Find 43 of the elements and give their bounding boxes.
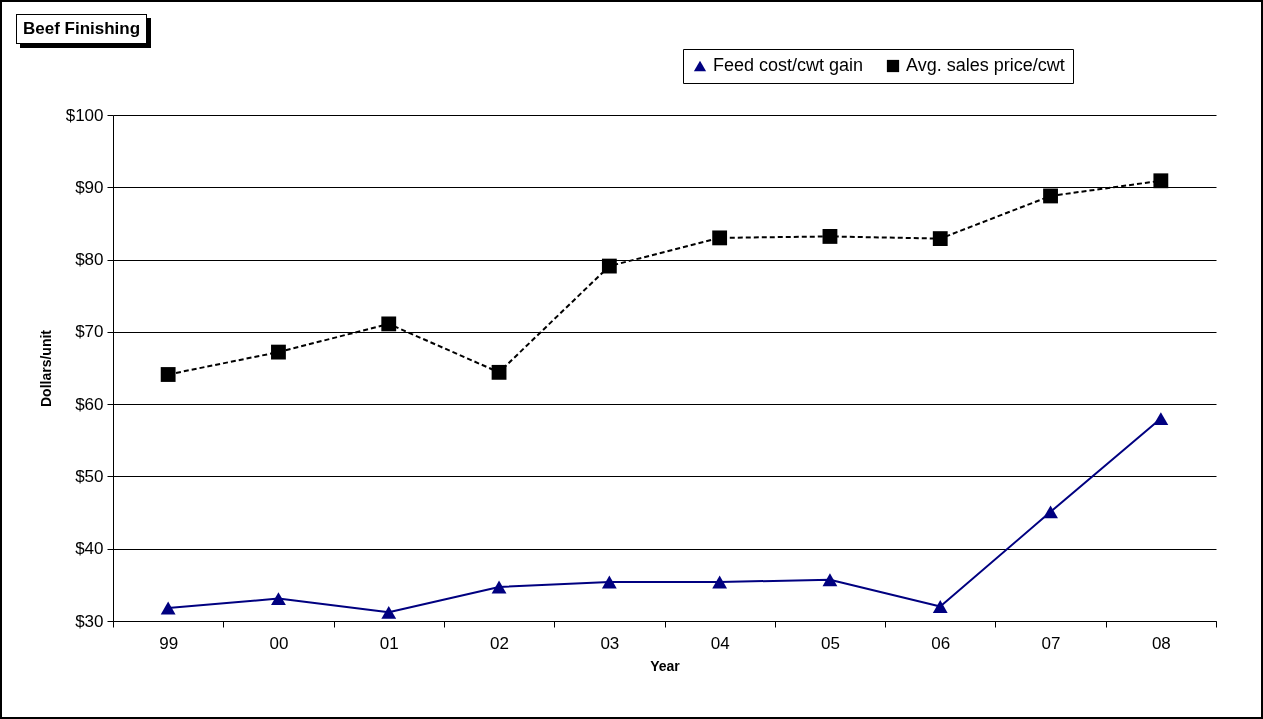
- point: [1153, 412, 1169, 426]
- x-tick-label: 06: [931, 633, 951, 653]
- point: [1043, 188, 1058, 204]
- point: [601, 258, 617, 274]
- point: [932, 231, 948, 247]
- legend-label: Feed cost/cwt gain: [713, 55, 864, 75]
- legend-label: Avg. sales price/cwt: [906, 55, 1065, 75]
- x-tick-label: 08: [1151, 633, 1171, 653]
- point: [1043, 505, 1058, 519]
- point: [491, 580, 507, 594]
- x-tick-label: 01: [379, 633, 399, 653]
- point: [712, 230, 728, 246]
- point: [601, 575, 617, 589]
- x-tick-label: 00: [269, 633, 289, 653]
- y-tick-label: $60: [75, 394, 104, 414]
- x-tick-label: 04: [710, 633, 730, 653]
- point: [712, 575, 728, 589]
- point: [822, 229, 838, 244]
- point: [160, 601, 176, 615]
- y-tick-label: $50: [75, 466, 104, 486]
- x-tick-label: 02: [490, 633, 510, 653]
- y-tick-label: $40: [75, 539, 104, 559]
- x-tick-label: 05: [820, 633, 840, 653]
- x-tick-label: 07: [1041, 633, 1061, 653]
- point: [271, 344, 286, 360]
- chart-title: Beef Finishing: [16, 14, 148, 44]
- point: [160, 367, 176, 382]
- point: [381, 605, 397, 619]
- y-tick-label: $80: [75, 250, 104, 270]
- x-axis-title: Year: [650, 657, 681, 674]
- point: [491, 364, 507, 380]
- x-tick-label: 99: [159, 633, 179, 653]
- y-tick-label: $90: [75, 177, 104, 197]
- y-tick-label: $30: [75, 611, 104, 631]
- point: [271, 592, 286, 606]
- x-tick-label: 03: [600, 633, 620, 653]
- point: [381, 316, 397, 332]
- y-tick-label: $100: [65, 105, 104, 125]
- y-tick-label: $70: [75, 322, 104, 342]
- point: [1153, 173, 1169, 189]
- point: [822, 573, 838, 587]
- point: [932, 600, 948, 613]
- y-axis-title: Dollars/unit: [37, 329, 54, 408]
